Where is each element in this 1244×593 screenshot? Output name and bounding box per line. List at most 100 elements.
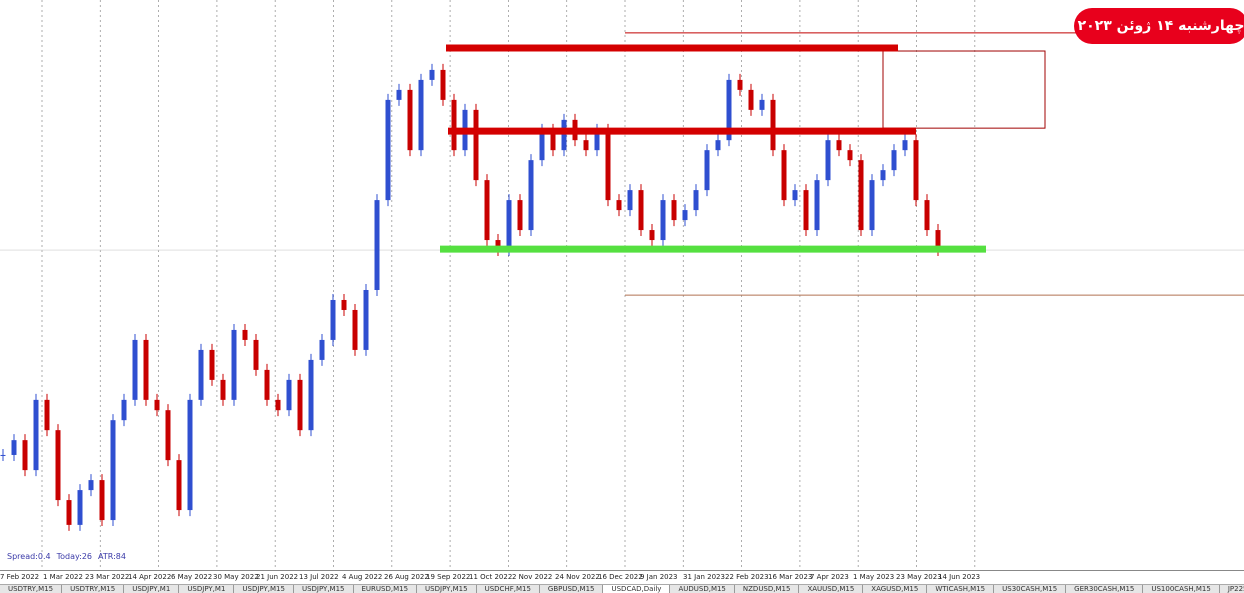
candle-body (187, 399, 193, 511)
candle-body (231, 329, 237, 400)
chart-tab[interactable]: USDJPY,M15 (294, 585, 354, 593)
candle-body (275, 399, 281, 411)
candle-body (198, 349, 204, 400)
chart-tab[interactable]: NZDUSD,M15 (735, 585, 800, 593)
candle-body (176, 460, 182, 511)
date-label: 7 Feb 2022 (0, 573, 40, 581)
candle-body (473, 109, 479, 181)
chart-tab[interactable]: GBPUSD,M15 (540, 585, 604, 593)
candle-body (847, 150, 853, 161)
date-banner: چهارشنبه ۱۴ ژوئن ۲۰۲۳ (1074, 8, 1244, 44)
candle-body (869, 180, 875, 231)
candle-body (418, 79, 424, 151)
date-axis: 7 Feb 2022 1 Mar 2022 23 Mar 2022 14 Apr 20… (0, 570, 1244, 585)
date-label: 14 Jun 2023 (938, 573, 981, 581)
chart-tab[interactable]: XAUUSD,M15 (799, 585, 864, 593)
date-label: 4 Aug 2022 (342, 573, 383, 581)
chart-tab[interactable]: EURUSD,M15 (354, 585, 418, 593)
status-item: ATR:84 (98, 552, 126, 561)
date-label: 30 May 2022 (213, 573, 259, 581)
chart-tab[interactable]: USDJPY,M15 (417, 585, 477, 593)
candle-body (484, 180, 490, 241)
chart-tab[interactable]: WTICASH,M15 (927, 585, 995, 593)
chart-tab[interactable]: USDTRY,M15 (62, 585, 125, 593)
candle-body (528, 160, 534, 231)
candle-body (704, 150, 710, 191)
candle-body (121, 399, 127, 421)
candle-body (924, 200, 930, 231)
date-label: 22 Feb 2023 (725, 573, 769, 581)
chart-tab[interactable]: USDCAD,Daily (603, 585, 671, 593)
date-label: 16 Mar 2023 (768, 573, 813, 581)
status-item: Today:26 (56, 552, 93, 561)
candle-body (319, 339, 325, 360)
chart-tab[interactable]: USDJPY,M15 (234, 585, 294, 593)
chart-tab[interactable]: USDJPY,M1 (124, 585, 180, 593)
chart-tab[interactable]: USDCHF,M15 (477, 585, 540, 593)
candle-body (374, 200, 380, 290)
candle-body (781, 150, 787, 201)
chart-tab[interactable]: JP225 (1220, 585, 1244, 593)
candle-body (605, 129, 611, 201)
candle-body (253, 339, 259, 370)
candle-body (616, 200, 622, 211)
chart-tab[interactable]: XAGUSD,M15 (863, 585, 928, 593)
candle-body (880, 170, 886, 181)
candle-body (451, 99, 457, 151)
candle-body (55, 430, 61, 501)
candle-body (440, 69, 446, 100)
date-label: 19 Sep 2022 (426, 573, 471, 581)
candle-body (550, 129, 556, 151)
candle-body (132, 339, 138, 400)
candle-body (264, 369, 270, 400)
candle-body (770, 99, 776, 151)
date-label: 24 Nov 2022 (555, 573, 600, 581)
candle-body (682, 210, 688, 221)
date-label: 1 Mar 2022 (43, 573, 83, 581)
candle-body (792, 190, 798, 201)
candle-body (935, 230, 941, 251)
candle-body (286, 379, 292, 411)
candle-body (517, 200, 523, 231)
candle-body (638, 190, 644, 231)
candle-body (154, 399, 160, 411)
candle-body (561, 119, 567, 151)
chart-tab[interactable]: US30CASH,M15 (994, 585, 1067, 593)
candle-body (583, 140, 589, 151)
candle-body (858, 160, 864, 231)
candle-body (242, 329, 248, 340)
chart-tab[interactable]: USDJPY,M1 (179, 585, 235, 593)
candle-body (66, 500, 72, 525)
candle-body (627, 190, 633, 211)
candle-body (737, 79, 743, 90)
candle-body (407, 89, 413, 151)
status-item: Spread:0.4 (7, 552, 51, 561)
candle-body (693, 190, 699, 211)
date-label: 21 Jun 2022 (256, 573, 299, 581)
candle-body (814, 180, 820, 231)
price-chart (0, 0, 1244, 570)
candle-body (660, 200, 666, 241)
chart-tab[interactable]: USDTRY,M15 (0, 585, 63, 593)
candle-body (539, 129, 545, 161)
status-info: Spread:0.4 Today:26 ATR:84 (7, 552, 132, 561)
candle-body (165, 410, 171, 461)
candle-body (363, 289, 369, 350)
candle-body (495, 240, 501, 251)
chart-tab[interactable]: AUDUSD,M15 (670, 585, 735, 593)
date-label: 16 Dec 2022 (598, 573, 643, 581)
chart-tab[interactable]: GER30CASH,M15 (1066, 585, 1144, 593)
candle-body (759, 99, 765, 110)
date-label: 11 Oct 2022 (469, 573, 513, 581)
candle-body (308, 359, 314, 431)
candle-body (649, 230, 655, 241)
chart-tab[interactable]: US100CASH,M15 (1143, 585, 1220, 593)
candle-body (803, 190, 809, 231)
candle-body (330, 299, 336, 340)
date-label: 9 Jan 2023 (640, 573, 678, 581)
candle-body (594, 129, 600, 151)
date-label: 1 May 2023 (853, 573, 895, 581)
candle-body (99, 480, 105, 521)
candle-body (429, 69, 435, 80)
